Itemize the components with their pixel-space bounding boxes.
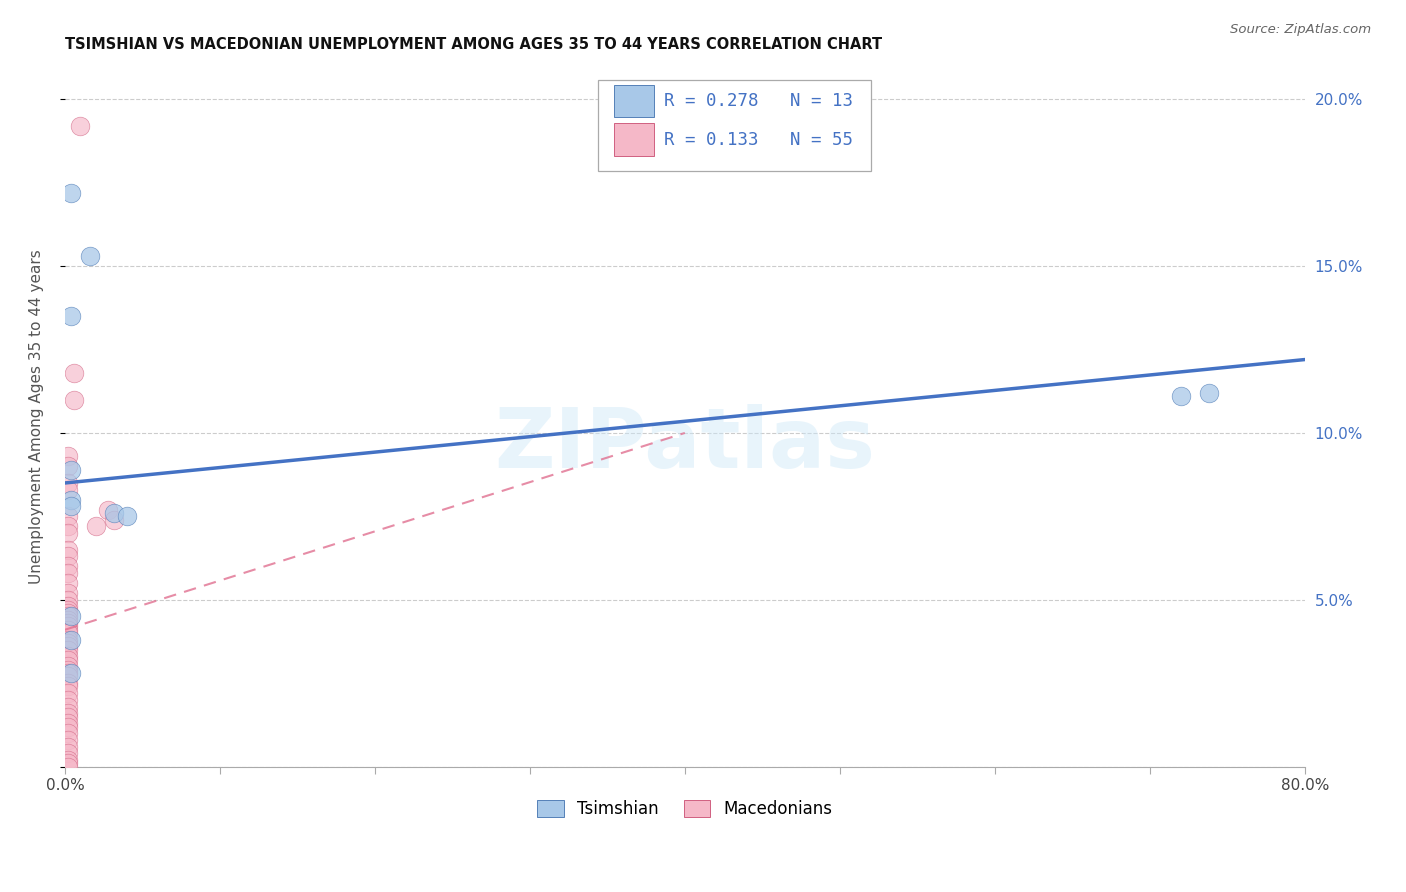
Point [115,509,138,524]
Point [56,619,79,633]
Point [56,676,79,690]
Point [84,519,107,533]
Point [60,309,83,323]
Point [56,606,79,620]
Text: TSIMSHIAN VS MACEDONIAN UNEMPLOYMENT AMONG AGES 35 TO 44 YEARS CORRELATION CHART: TSIMSHIAN VS MACEDONIAN UNEMPLOYMENT AMO… [65,37,882,53]
Point [56,739,79,754]
Point [56,663,79,677]
Point [69,119,91,133]
Point [56,616,79,631]
Point [79,249,101,263]
Point [56,549,79,564]
Point [56,732,79,747]
Point [56,559,79,574]
Point [103,513,125,527]
Point [56,592,79,607]
Point [63,366,86,380]
Point [60,609,83,624]
Point [56,699,79,714]
Point [56,459,79,474]
Point [56,653,79,667]
Point [1198,385,1220,400]
Point [56,566,79,580]
Point [56,626,79,640]
Point [56,450,79,464]
Point [56,746,79,760]
Point [56,509,79,524]
Point [56,753,79,767]
Point [1170,389,1192,403]
Point [56,576,79,591]
Point [56,603,79,617]
Point [56,586,79,600]
Point [56,642,79,657]
Point [60,492,83,507]
Y-axis label: Unemployment Among Ages 35 to 44 years: Unemployment Among Ages 35 to 44 years [30,249,44,583]
Point [56,759,79,773]
Point [56,680,79,694]
Point [56,669,79,683]
Point [56,483,79,497]
FancyBboxPatch shape [614,85,654,117]
Point [60,632,83,647]
FancyBboxPatch shape [598,80,870,171]
Point [60,666,83,681]
Point [56,686,79,700]
Text: R = 0.133   N = 55: R = 0.133 N = 55 [664,130,853,149]
Point [56,632,79,647]
Point [63,392,86,407]
Point [56,519,79,533]
Point [56,649,79,664]
Point [60,186,83,200]
Point [60,500,83,514]
Point [56,719,79,733]
Point [97,502,120,516]
Point [56,666,79,681]
Point [56,609,79,624]
Text: ZIPatlas: ZIPatlas [495,404,876,484]
Point [60,463,83,477]
Point [56,613,79,627]
Point [56,659,79,673]
Point [56,693,79,707]
Point [56,636,79,650]
Point [56,726,79,740]
Point [56,475,79,490]
Point [56,709,79,723]
Legend: Tsimshian, Macedonians: Tsimshian, Macedonians [530,793,839,825]
Text: Source: ZipAtlas.com: Source: ZipAtlas.com [1230,23,1371,37]
Point [103,506,125,520]
Point [56,542,79,557]
FancyBboxPatch shape [614,123,654,155]
Point [56,623,79,637]
Point [56,756,79,771]
Text: R = 0.278   N = 13: R = 0.278 N = 13 [664,92,853,110]
Point [56,716,79,731]
Point [56,526,79,541]
Point [56,706,79,721]
Point [56,599,79,614]
Point [56,640,79,654]
